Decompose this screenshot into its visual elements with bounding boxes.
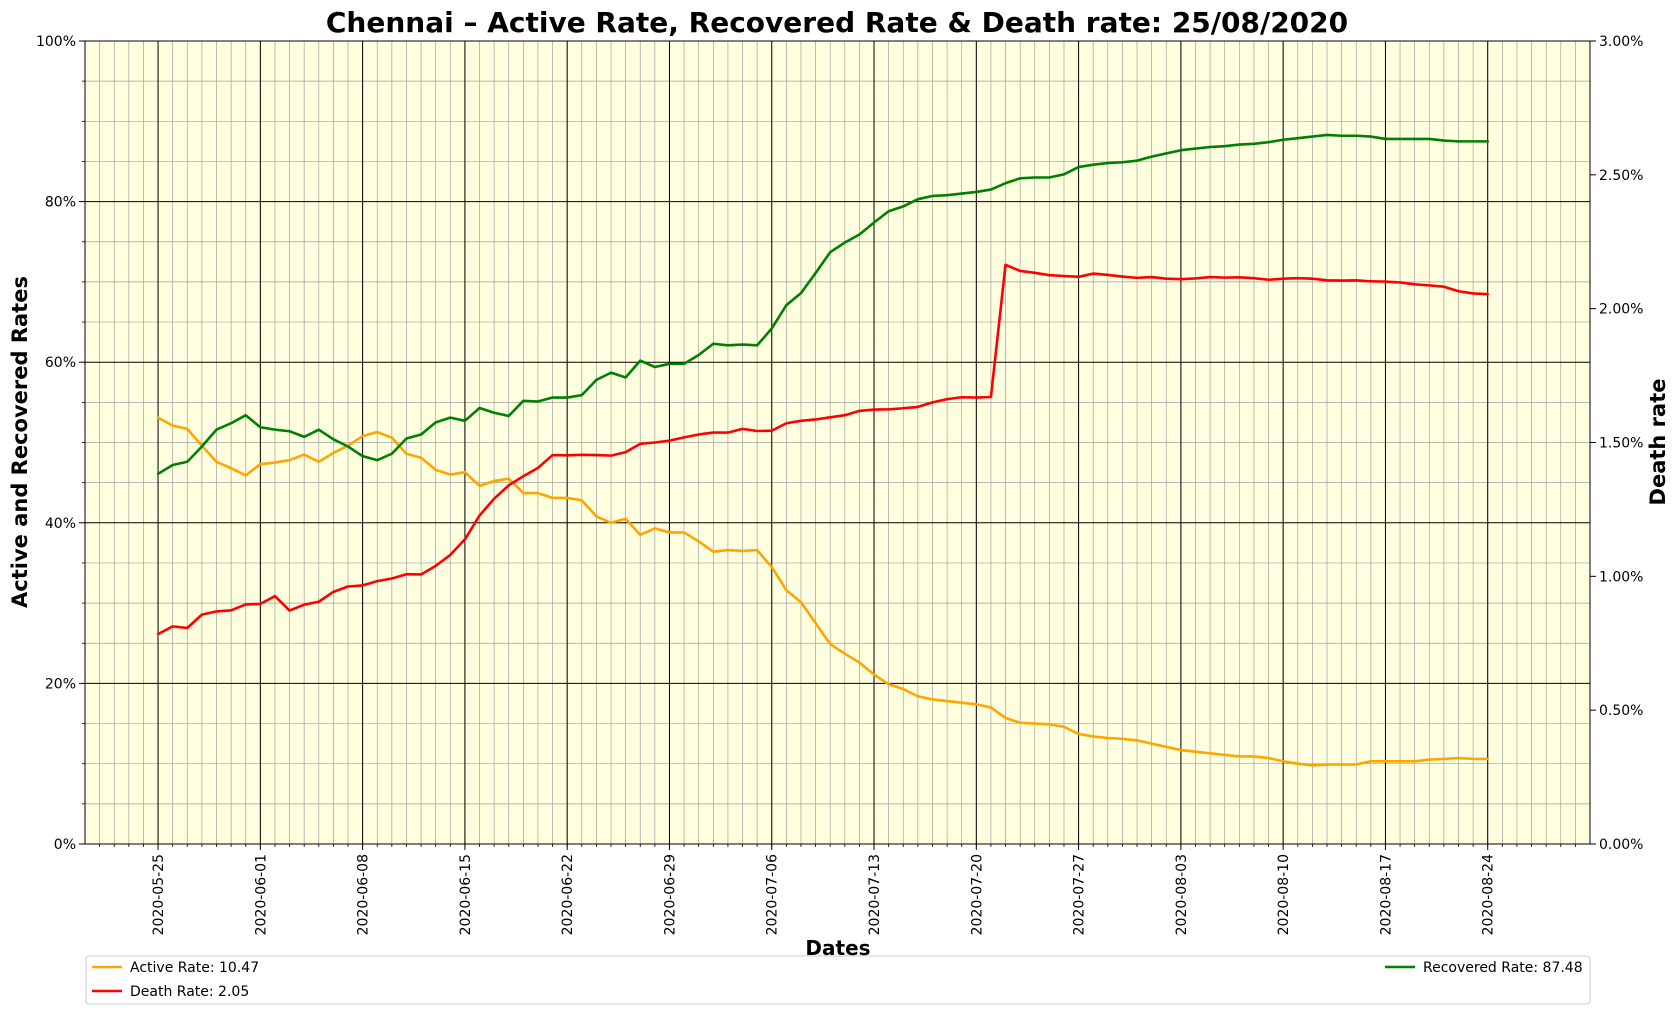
major-grid (85, 40, 1590, 845)
y-tick-label-left: 40% (45, 516, 76, 532)
y-axis-label-left: Active and Recovered Rates (8, 276, 32, 608)
series-line-active-rate (156, 416, 1490, 767)
series-line-recovered-rate (156, 133, 1490, 476)
x-tick-label: 2020-06-01 (253, 854, 269, 935)
legend-box (85, 955, 1591, 1005)
y-tick-label-right: 2.50% (1599, 168, 1643, 184)
y-tick-label-right: 1.50% (1599, 436, 1643, 452)
x-tick-label: 2020-06-29 (662, 854, 678, 935)
minor-grid (85, 41, 1590, 844)
x-tick-label: 2020-06-15 (458, 854, 474, 935)
plot-area (84, 40, 1591, 845)
legend-label-recovered: Recovered Rate: 87.48 (1423, 960, 1583, 976)
chart-title: Chennai – Active Rate, Recovered Rate & … (326, 6, 1348, 39)
series-layer (156, 133, 1490, 767)
right-axis: 0.00% 0.50% 1.00% 1.50% 2.00% 2.50% 3.00% (1590, 34, 1643, 853)
y-axis-label-right: Death rate (1646, 379, 1670, 506)
y-tick-label-right: 0.50% (1599, 703, 1643, 719)
x-tick-label: 2020-08-24 (1481, 854, 1497, 935)
x-tick-label: 2020-06-22 (560, 854, 576, 935)
x-tick-label: 2020-05-25 (151, 854, 167, 935)
y-tick-label-right: 1.00% (1599, 569, 1643, 585)
y-tick-label-right: 0.00% (1599, 837, 1643, 853)
x-tick-label: 2020-07-20 (969, 854, 985, 935)
x-tick-label: 2020-06-08 (356, 854, 372, 935)
x-tick-label: 2020-07-13 (867, 854, 883, 935)
x-tick-label: 2020-07-27 (1072, 854, 1088, 935)
y-tick-label-left: 60% (45, 355, 76, 371)
x-axis: 2020-05-25 2020-06-01 2020-06-08 2020-06-15… (99, 844, 1576, 935)
legend: Active Rate: 10.47 Death Rate: 2.05 Reco… (85, 955, 1591, 1005)
y-tick-label-left: 0% (54, 837, 76, 853)
series-line-death-rate (156, 263, 1490, 636)
left-axis: 0% 20% 40% 60% 80% 100% (36, 34, 85, 853)
legend-label-death: Death Rate: 2.05 (130, 984, 249, 1000)
y-tick-label-left: 100% (36, 34, 76, 50)
legend-label-active: Active Rate: 10.47 (130, 960, 259, 976)
x-tick-label: 2020-07-06 (765, 854, 781, 935)
x-tick-label: 2020-08-17 (1378, 854, 1394, 935)
x-tick-label: 2020-08-10 (1276, 854, 1292, 935)
x-tick-label: 2020-08-03 (1174, 854, 1190, 935)
y-tick-label-left: 80% (45, 195, 76, 211)
y-tick-label-right: 2.00% (1599, 302, 1643, 318)
y-tick-label-left: 20% (45, 676, 76, 692)
y-tick-label-right: 3.00% (1599, 34, 1643, 50)
